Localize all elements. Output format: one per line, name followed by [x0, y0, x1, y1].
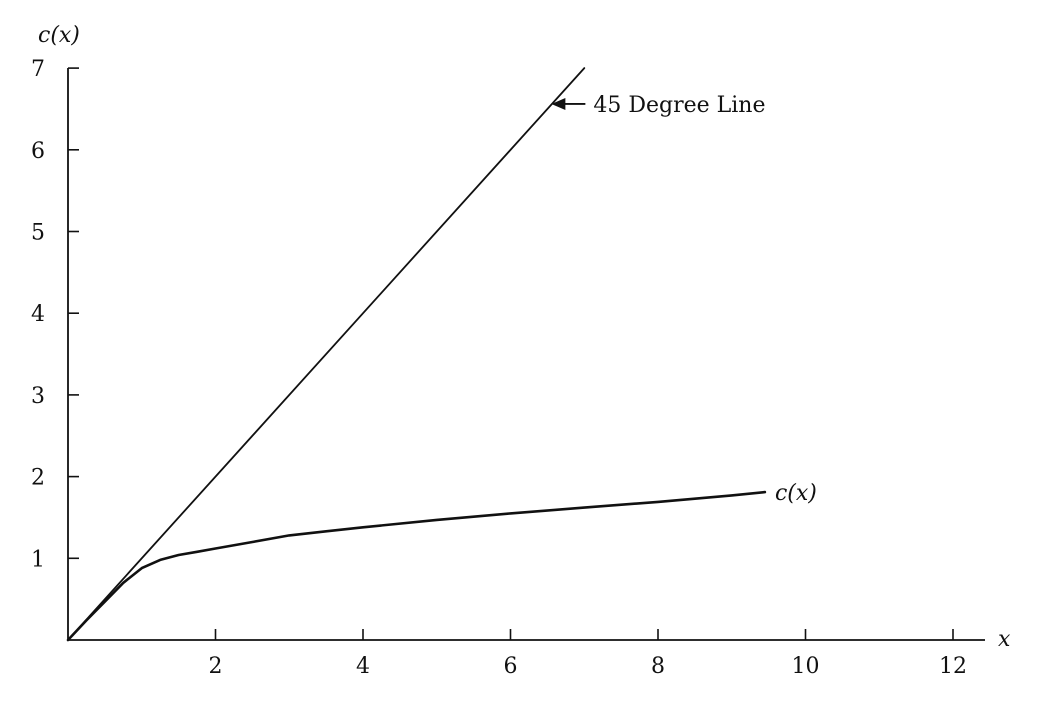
y-tick-label: 2	[31, 466, 45, 491]
series-line-cx	[66, 490, 767, 642]
y-tick-label: 1	[31, 547, 45, 572]
x-tick-label: 2	[209, 654, 223, 679]
y-tick-label: 7	[31, 57, 45, 82]
x-tick-label: 4	[356, 654, 370, 679]
y-axis-label: c(x)	[38, 23, 80, 48]
x-tick-label: 12	[939, 654, 967, 679]
x-axis-label: x	[998, 627, 1011, 652]
annotation-arrow-head	[551, 97, 566, 110]
x-tick-label: 10	[792, 654, 820, 679]
x-tick-label: 8	[651, 654, 665, 679]
series-label-cx: c(x)	[775, 481, 817, 506]
y-tick-label: 6	[31, 139, 45, 164]
series-line-45-degree	[67, 67, 586, 641]
annotation-45-degree-line: 45 Degree Line	[593, 93, 765, 118]
labels: c(x) 45 Degree Line c(x) x	[38, 23, 1011, 652]
y-tick-label: 3	[31, 384, 45, 409]
axes	[67, 68, 985, 641]
y-tick-label: 4	[31, 302, 45, 327]
y-tick-label: 5	[31, 221, 45, 246]
series	[66, 67, 767, 642]
x-tick-label: 6	[504, 654, 518, 679]
